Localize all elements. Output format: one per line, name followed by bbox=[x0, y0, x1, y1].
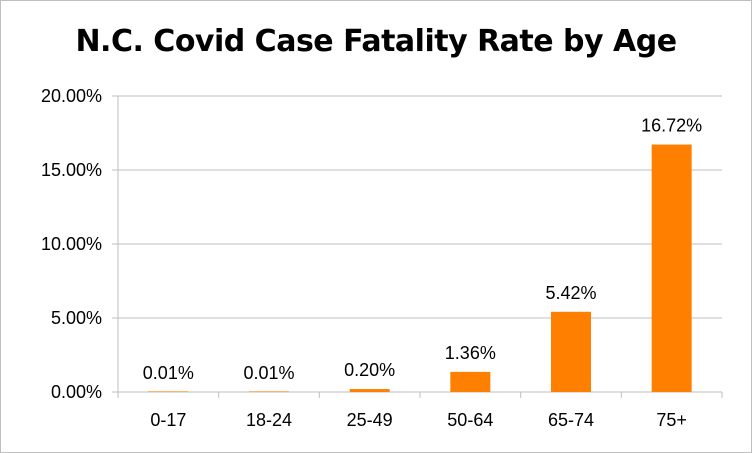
gridlines bbox=[118, 95, 722, 319]
bars bbox=[148, 144, 692, 392]
x-tick-label: 18-24 bbox=[246, 410, 292, 430]
chart-title: N.C. Covid Case Fatality Rate by Age bbox=[75, 24, 677, 59]
bar bbox=[551, 311, 591, 392]
data-label: 0.01% bbox=[243, 363, 294, 383]
data-label: 0.01% bbox=[143, 363, 194, 383]
bar bbox=[249, 391, 289, 392]
data-label: 16.72% bbox=[641, 116, 702, 136]
x-tick-label: 65-74 bbox=[548, 410, 594, 430]
x-tick-labels: 0-17 18-24 25-49 50-64 65-74 75+ bbox=[150, 410, 687, 430]
data-labels: 0.01% 0.01% 0.20% 1.36% 5.42% 16.72% bbox=[143, 116, 702, 383]
axes bbox=[112, 95, 723, 398]
bar bbox=[349, 389, 390, 392]
y-tick-label: 5.00% bbox=[51, 308, 102, 328]
x-tick-label: 75+ bbox=[656, 410, 687, 430]
x-tick-label: 25-49 bbox=[347, 410, 393, 430]
y-tick-label: 10.00% bbox=[41, 234, 102, 254]
x-tick-label: 50-64 bbox=[447, 410, 493, 430]
y-tick-label: 20.00% bbox=[41, 86, 102, 106]
bar bbox=[651, 144, 692, 392]
data-label: 5.42% bbox=[545, 283, 596, 303]
y-tick-label: 15.00% bbox=[41, 160, 102, 180]
y-tick-label: 0.00% bbox=[51, 382, 102, 402]
data-label: 1.36% bbox=[445, 343, 496, 363]
bar bbox=[148, 391, 189, 392]
bar bbox=[450, 371, 491, 392]
x-tick-label: 0-17 bbox=[150, 410, 186, 430]
y-tick-labels: 0.00% 5.00% 10.00% 15.00% 20.00% bbox=[41, 86, 102, 402]
data-label: 0.20% bbox=[344, 360, 395, 380]
